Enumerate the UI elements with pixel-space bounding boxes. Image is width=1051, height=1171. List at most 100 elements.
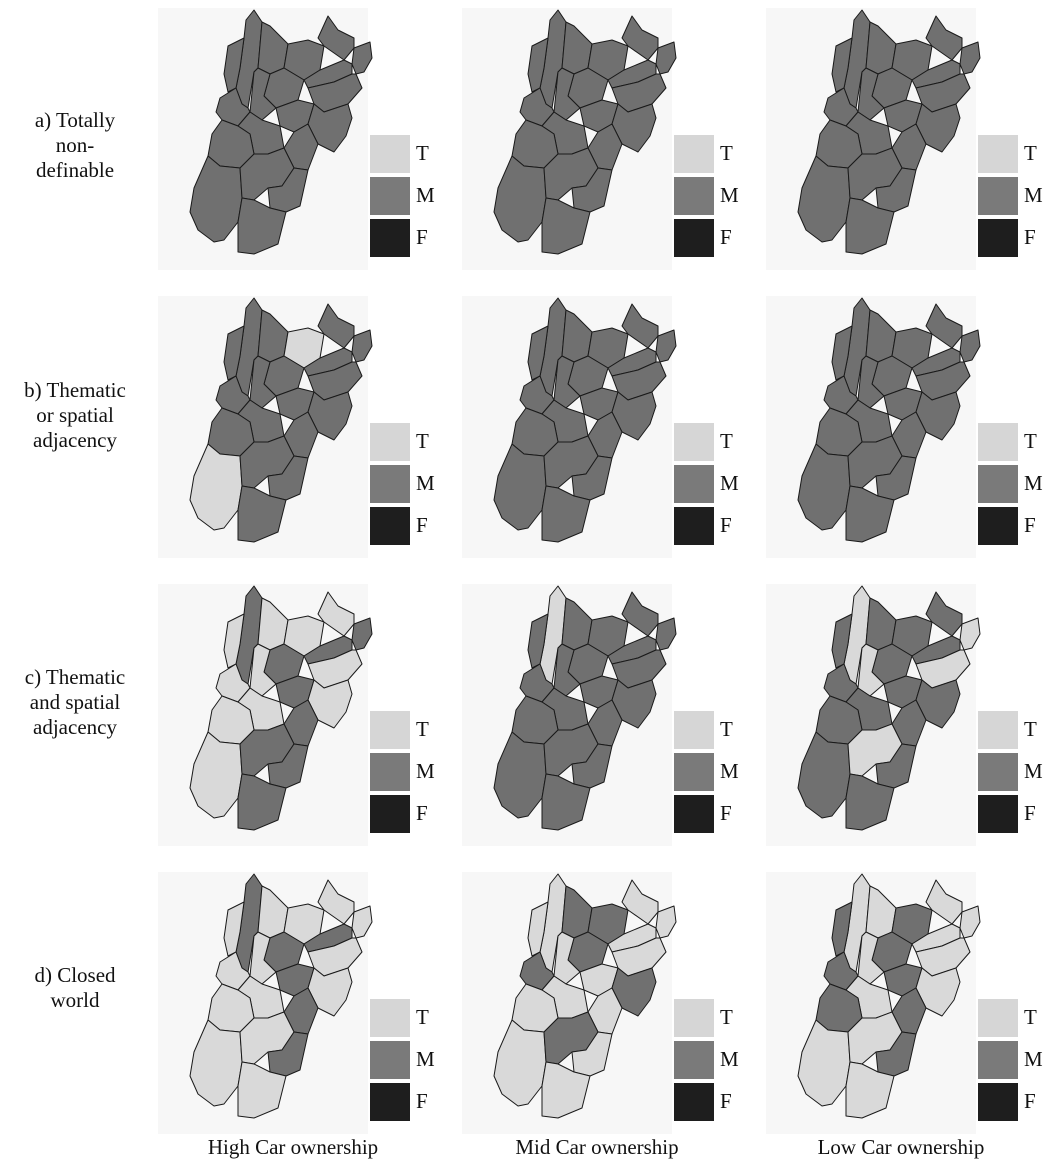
region-map bbox=[189, 873, 373, 1119]
legend-swatch bbox=[978, 135, 1018, 173]
district-region bbox=[845, 197, 895, 255]
district-region bbox=[257, 885, 289, 939]
region-map bbox=[797, 585, 981, 831]
region-map bbox=[493, 873, 677, 1119]
legend-swatch bbox=[978, 423, 1018, 461]
district-region bbox=[317, 15, 355, 61]
legend-label: F bbox=[416, 801, 428, 825]
district-region bbox=[189, 155, 243, 243]
legend-swatch bbox=[370, 711, 410, 749]
district-region bbox=[797, 155, 851, 243]
region-map bbox=[189, 297, 373, 543]
legend-label: F bbox=[720, 801, 732, 825]
legend-swatch bbox=[674, 423, 714, 461]
legend-item: M bbox=[674, 753, 754, 793]
column-label: Mid Car ownership bbox=[515, 1135, 679, 1159]
district-region bbox=[845, 773, 895, 831]
district-region bbox=[925, 591, 963, 637]
legend-label: M bbox=[720, 471, 739, 495]
legend-item: F bbox=[674, 507, 754, 547]
row-label: c) Thematic and spatial adjacency bbox=[0, 665, 150, 740]
district-region bbox=[621, 15, 659, 61]
legend-swatch bbox=[674, 1083, 714, 1121]
legend-item: F bbox=[370, 795, 450, 835]
district-region bbox=[541, 1061, 591, 1119]
row-label-line: definable bbox=[35, 158, 115, 182]
district-region bbox=[561, 885, 593, 939]
legend-label: T bbox=[1024, 141, 1037, 165]
district-region bbox=[541, 773, 591, 831]
legend-label: F bbox=[1024, 513, 1036, 537]
legend-item: F bbox=[978, 507, 1051, 547]
legend-swatch bbox=[370, 999, 410, 1037]
legend-item: T bbox=[370, 711, 450, 751]
district-region bbox=[541, 485, 591, 543]
district-region bbox=[257, 309, 289, 363]
legend-item: M bbox=[370, 177, 450, 217]
legend-swatch bbox=[370, 465, 410, 503]
legend-swatch bbox=[674, 795, 714, 833]
legend-label: F bbox=[416, 1089, 428, 1113]
district-region bbox=[655, 617, 677, 651]
legend-swatch bbox=[370, 795, 410, 833]
legend-label: M bbox=[720, 183, 739, 207]
district-region bbox=[561, 21, 593, 75]
legend-label: T bbox=[416, 1005, 429, 1029]
legend-swatch bbox=[674, 1041, 714, 1079]
district-region bbox=[925, 15, 963, 61]
district-region bbox=[925, 303, 963, 349]
region-map bbox=[493, 585, 677, 831]
row-label-line: adjacency bbox=[33, 428, 117, 452]
legend-item: F bbox=[674, 219, 754, 259]
legend-item: T bbox=[674, 423, 754, 463]
region-map bbox=[189, 9, 373, 255]
row-label-line: adjacency bbox=[33, 715, 117, 739]
legend-label: T bbox=[416, 141, 429, 165]
legend-item: F bbox=[370, 219, 450, 259]
district-region bbox=[189, 443, 243, 531]
legend-label: F bbox=[720, 513, 732, 537]
legend-swatch bbox=[370, 1041, 410, 1079]
district-region bbox=[317, 879, 355, 925]
district-region bbox=[797, 1019, 851, 1107]
legend-swatch bbox=[674, 135, 714, 173]
district-region bbox=[493, 1019, 547, 1107]
district-region bbox=[621, 879, 659, 925]
district-region bbox=[655, 41, 677, 75]
legend-label: M bbox=[416, 183, 435, 207]
row-label: d) Closed world bbox=[0, 963, 150, 1013]
district-region bbox=[655, 905, 677, 939]
legend-swatch bbox=[674, 711, 714, 749]
legend-item: T bbox=[370, 135, 450, 175]
district-region bbox=[797, 443, 851, 531]
district-region bbox=[351, 617, 373, 651]
legend-swatch bbox=[674, 753, 714, 791]
district-region bbox=[925, 879, 963, 925]
district-region bbox=[959, 617, 981, 651]
legend-swatch bbox=[674, 999, 714, 1037]
district-region bbox=[865, 309, 897, 363]
district-region bbox=[351, 329, 373, 363]
legend-label: F bbox=[720, 225, 732, 249]
district-region bbox=[257, 597, 289, 651]
legend-label: T bbox=[1024, 1005, 1037, 1029]
legend-swatch bbox=[978, 465, 1018, 503]
legend-item: M bbox=[978, 753, 1051, 793]
legend-swatch bbox=[370, 507, 410, 545]
